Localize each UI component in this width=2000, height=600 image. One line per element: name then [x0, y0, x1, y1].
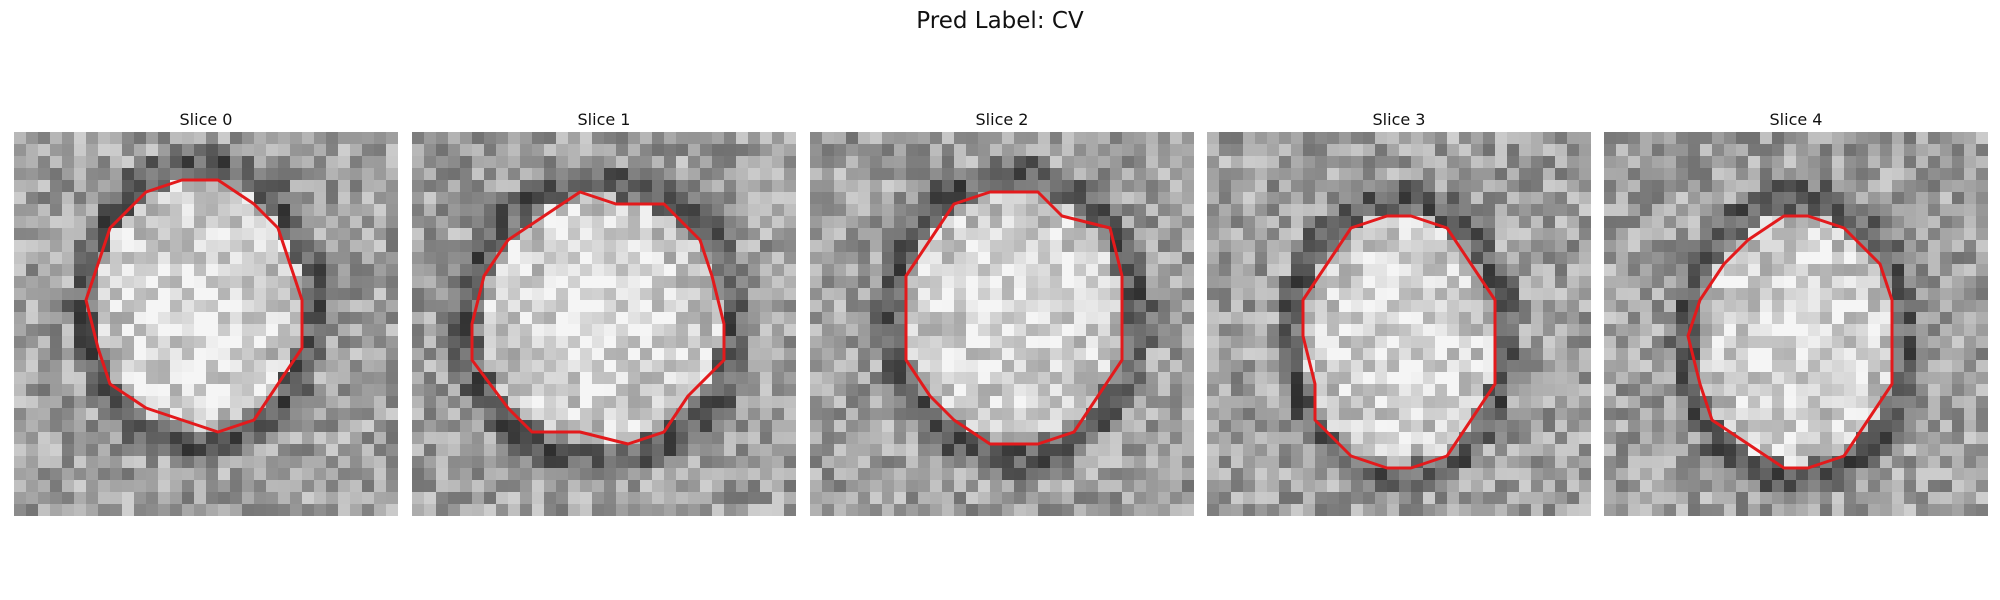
panel-title: Slice 2 [975, 110, 1029, 129]
pixel-grid [1207, 132, 1591, 516]
pixel-grid [1604, 132, 1988, 516]
segmentation-contour [470, 190, 726, 446]
pixel-grid [412, 132, 796, 516]
figure-title: Pred Label: CV [916, 8, 1084, 34]
slice-image [14, 132, 398, 516]
pixel-grid [14, 132, 398, 516]
slice-image [810, 132, 1194, 516]
segmentation-contour [1686, 214, 1894, 470]
segmentation-contour [904, 190, 1124, 446]
slice-image [1207, 132, 1591, 516]
slice-image [1604, 132, 1988, 516]
panel-title: Slice 1 [577, 110, 631, 129]
panel-slice-4: Slice 4 [1604, 108, 1988, 516]
panel-slice-3: Slice 3 [1207, 108, 1591, 516]
panel-title: Slice 3 [1372, 110, 1426, 129]
panel-title: Slice 0 [179, 110, 233, 129]
panel-slice-2: Slice 2 [810, 108, 1194, 516]
panel-slice-0: Slice 0 [14, 108, 398, 516]
pixel-grid [810, 132, 1194, 516]
panel-title: Slice 4 [1769, 110, 1823, 129]
panel-slice-1: Slice 1 [412, 108, 796, 516]
segmentation-contour [1301, 214, 1497, 470]
slice-image [412, 132, 796, 516]
segmentation-contour [84, 178, 304, 434]
